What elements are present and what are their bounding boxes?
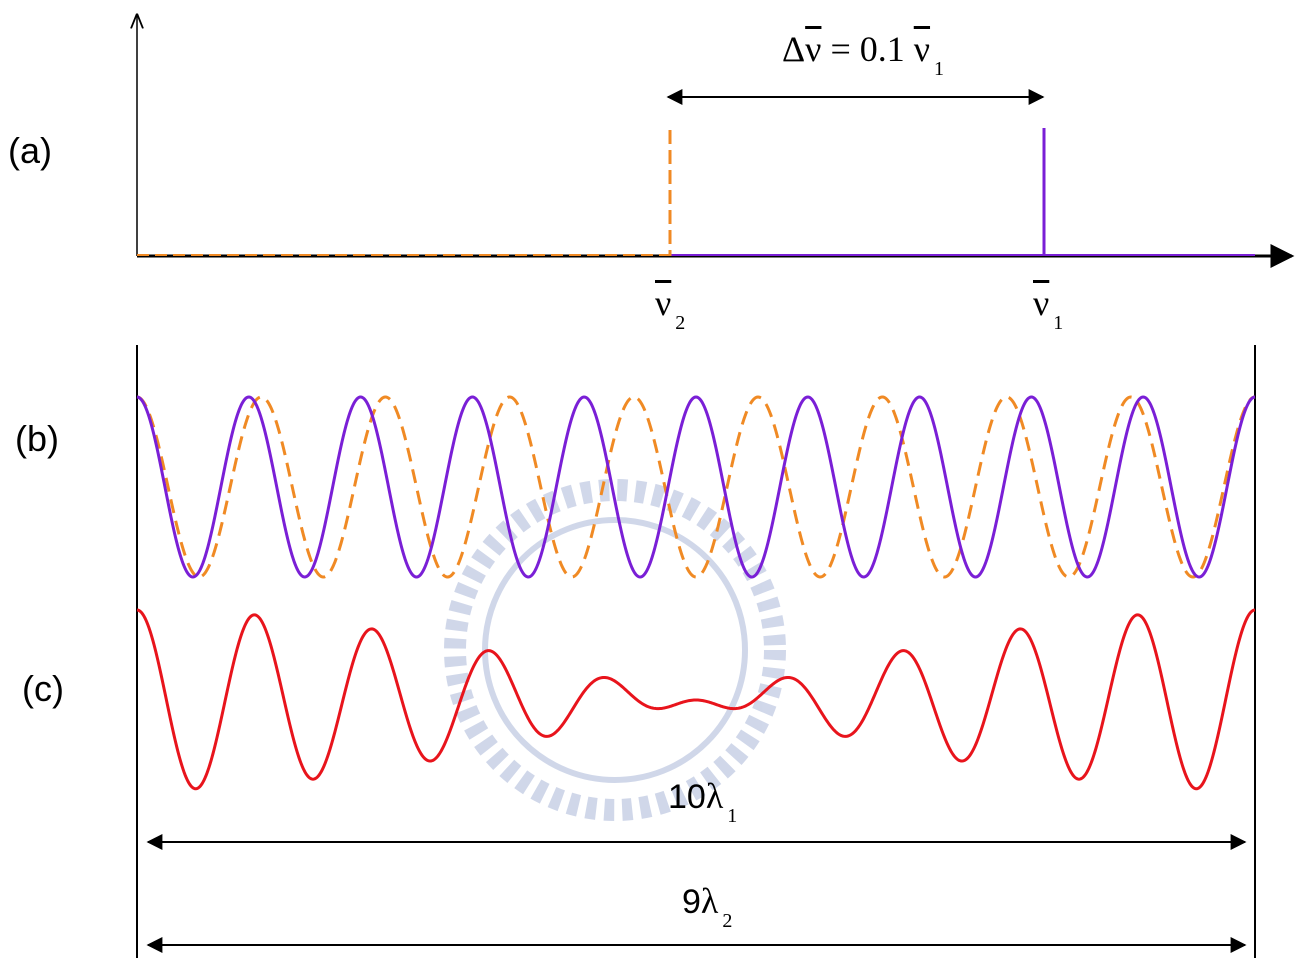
panel-label: (b) xyxy=(15,418,59,460)
symbol: λ xyxy=(706,776,723,816)
subscript: 1 xyxy=(727,805,737,827)
diagram xyxy=(0,0,1303,958)
wave-sum xyxy=(137,610,1255,789)
ref-symbol: ν xyxy=(914,29,930,69)
subscript: 2 xyxy=(675,312,685,334)
equals: = 0.1 xyxy=(830,29,904,69)
panel-label: (c) xyxy=(22,668,64,710)
symbol: ν xyxy=(655,283,671,323)
count: 9 xyxy=(682,883,701,921)
symbol: ν xyxy=(1033,283,1049,323)
page: (a) (b) (c) Δν = 0.1 ν1 ν2 ν1 10λ1 9λ2 (… xyxy=(0,0,1303,958)
subscript: 1 xyxy=(1053,312,1063,334)
symbol: ν xyxy=(805,29,821,69)
panel-label: (a) xyxy=(8,130,52,172)
subscript: 2 xyxy=(722,910,732,932)
ref-subscript: 1 xyxy=(934,58,944,80)
symbol: λ xyxy=(701,881,718,921)
prefix: Δ xyxy=(782,29,805,69)
watermark xyxy=(455,490,775,810)
count: 10 xyxy=(668,778,706,816)
